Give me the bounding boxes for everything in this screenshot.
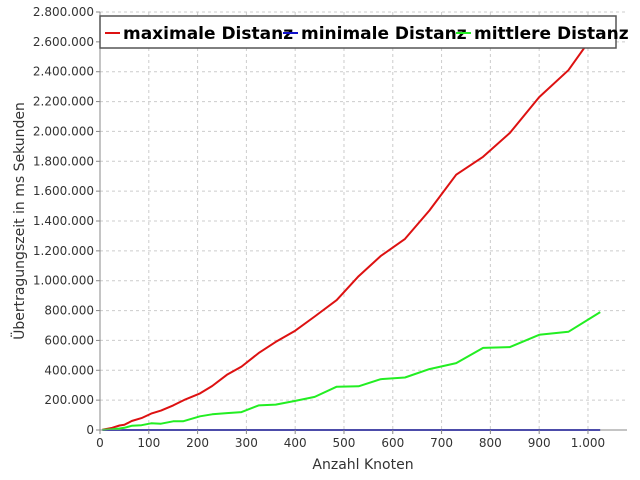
y-tick-label: 200.000 (44, 393, 94, 407)
x-tick-label: 200 (186, 436, 209, 450)
y-tick-label: 1.600.000 (33, 184, 94, 198)
y-tick-label: 2.000.000 (33, 124, 94, 138)
x-tick-label: 700 (430, 436, 453, 450)
grid-lines (100, 11, 627, 430)
x-tick-label: 800 (479, 436, 502, 450)
y-tick-label: 1.800.000 (33, 154, 94, 168)
legend-label-2: mittlere Distanz (474, 24, 629, 44)
y-tick-label: 1.200.000 (33, 244, 94, 258)
x-tick-label: 900 (528, 436, 551, 450)
y-tick-label: 2.200.000 (33, 95, 94, 109)
y-tick-label: 0 (86, 423, 94, 437)
x-tick-label: 300 (235, 436, 258, 450)
legend-box (99, 15, 617, 49)
y-axis-title: Übertragungszeit in ms Sekunden (10, 102, 28, 340)
x-tick-label: 100 (137, 436, 160, 450)
y-tick-label: 800.000 (44, 304, 94, 318)
y-tick-label: 600.000 (44, 333, 94, 347)
x-tick-label: 1.000 (571, 436, 605, 450)
legend-label-1: minimale Distanz (301, 24, 467, 44)
x-tick-label: 600 (381, 436, 404, 450)
series-line-2 (102, 311, 601, 431)
y-tick-label: 1.000.000 (33, 274, 94, 288)
y-tick-label: 400.000 (44, 363, 94, 377)
x-ticks: 0 100 200 300 400 500 600 700 800 900 1.000 (96, 430, 605, 450)
x-tick-label: 500 (333, 436, 356, 450)
series-line-0 (102, 26, 601, 431)
legend-label-0: maximale Distanz (123, 24, 293, 44)
y-tick-label: 2.800.000 (33, 5, 94, 19)
y-tick-label: 2.600.000 (33, 35, 94, 49)
x-tick-label: 0 (96, 436, 104, 450)
y-tick-label: 2.400.000 (33, 65, 94, 79)
y-ticks: 0 200.000 400.000 600.000 800.000 1.000.000 1.… (33, 5, 100, 437)
legend: maximale Distanz minimale Distanz mittlere… (99, 15, 629, 49)
x-axis-title: Anzahl Knoten (312, 457, 413, 473)
x-tick-label: 400 (284, 436, 307, 450)
y-tick-label: 1.400.000 (33, 214, 94, 228)
